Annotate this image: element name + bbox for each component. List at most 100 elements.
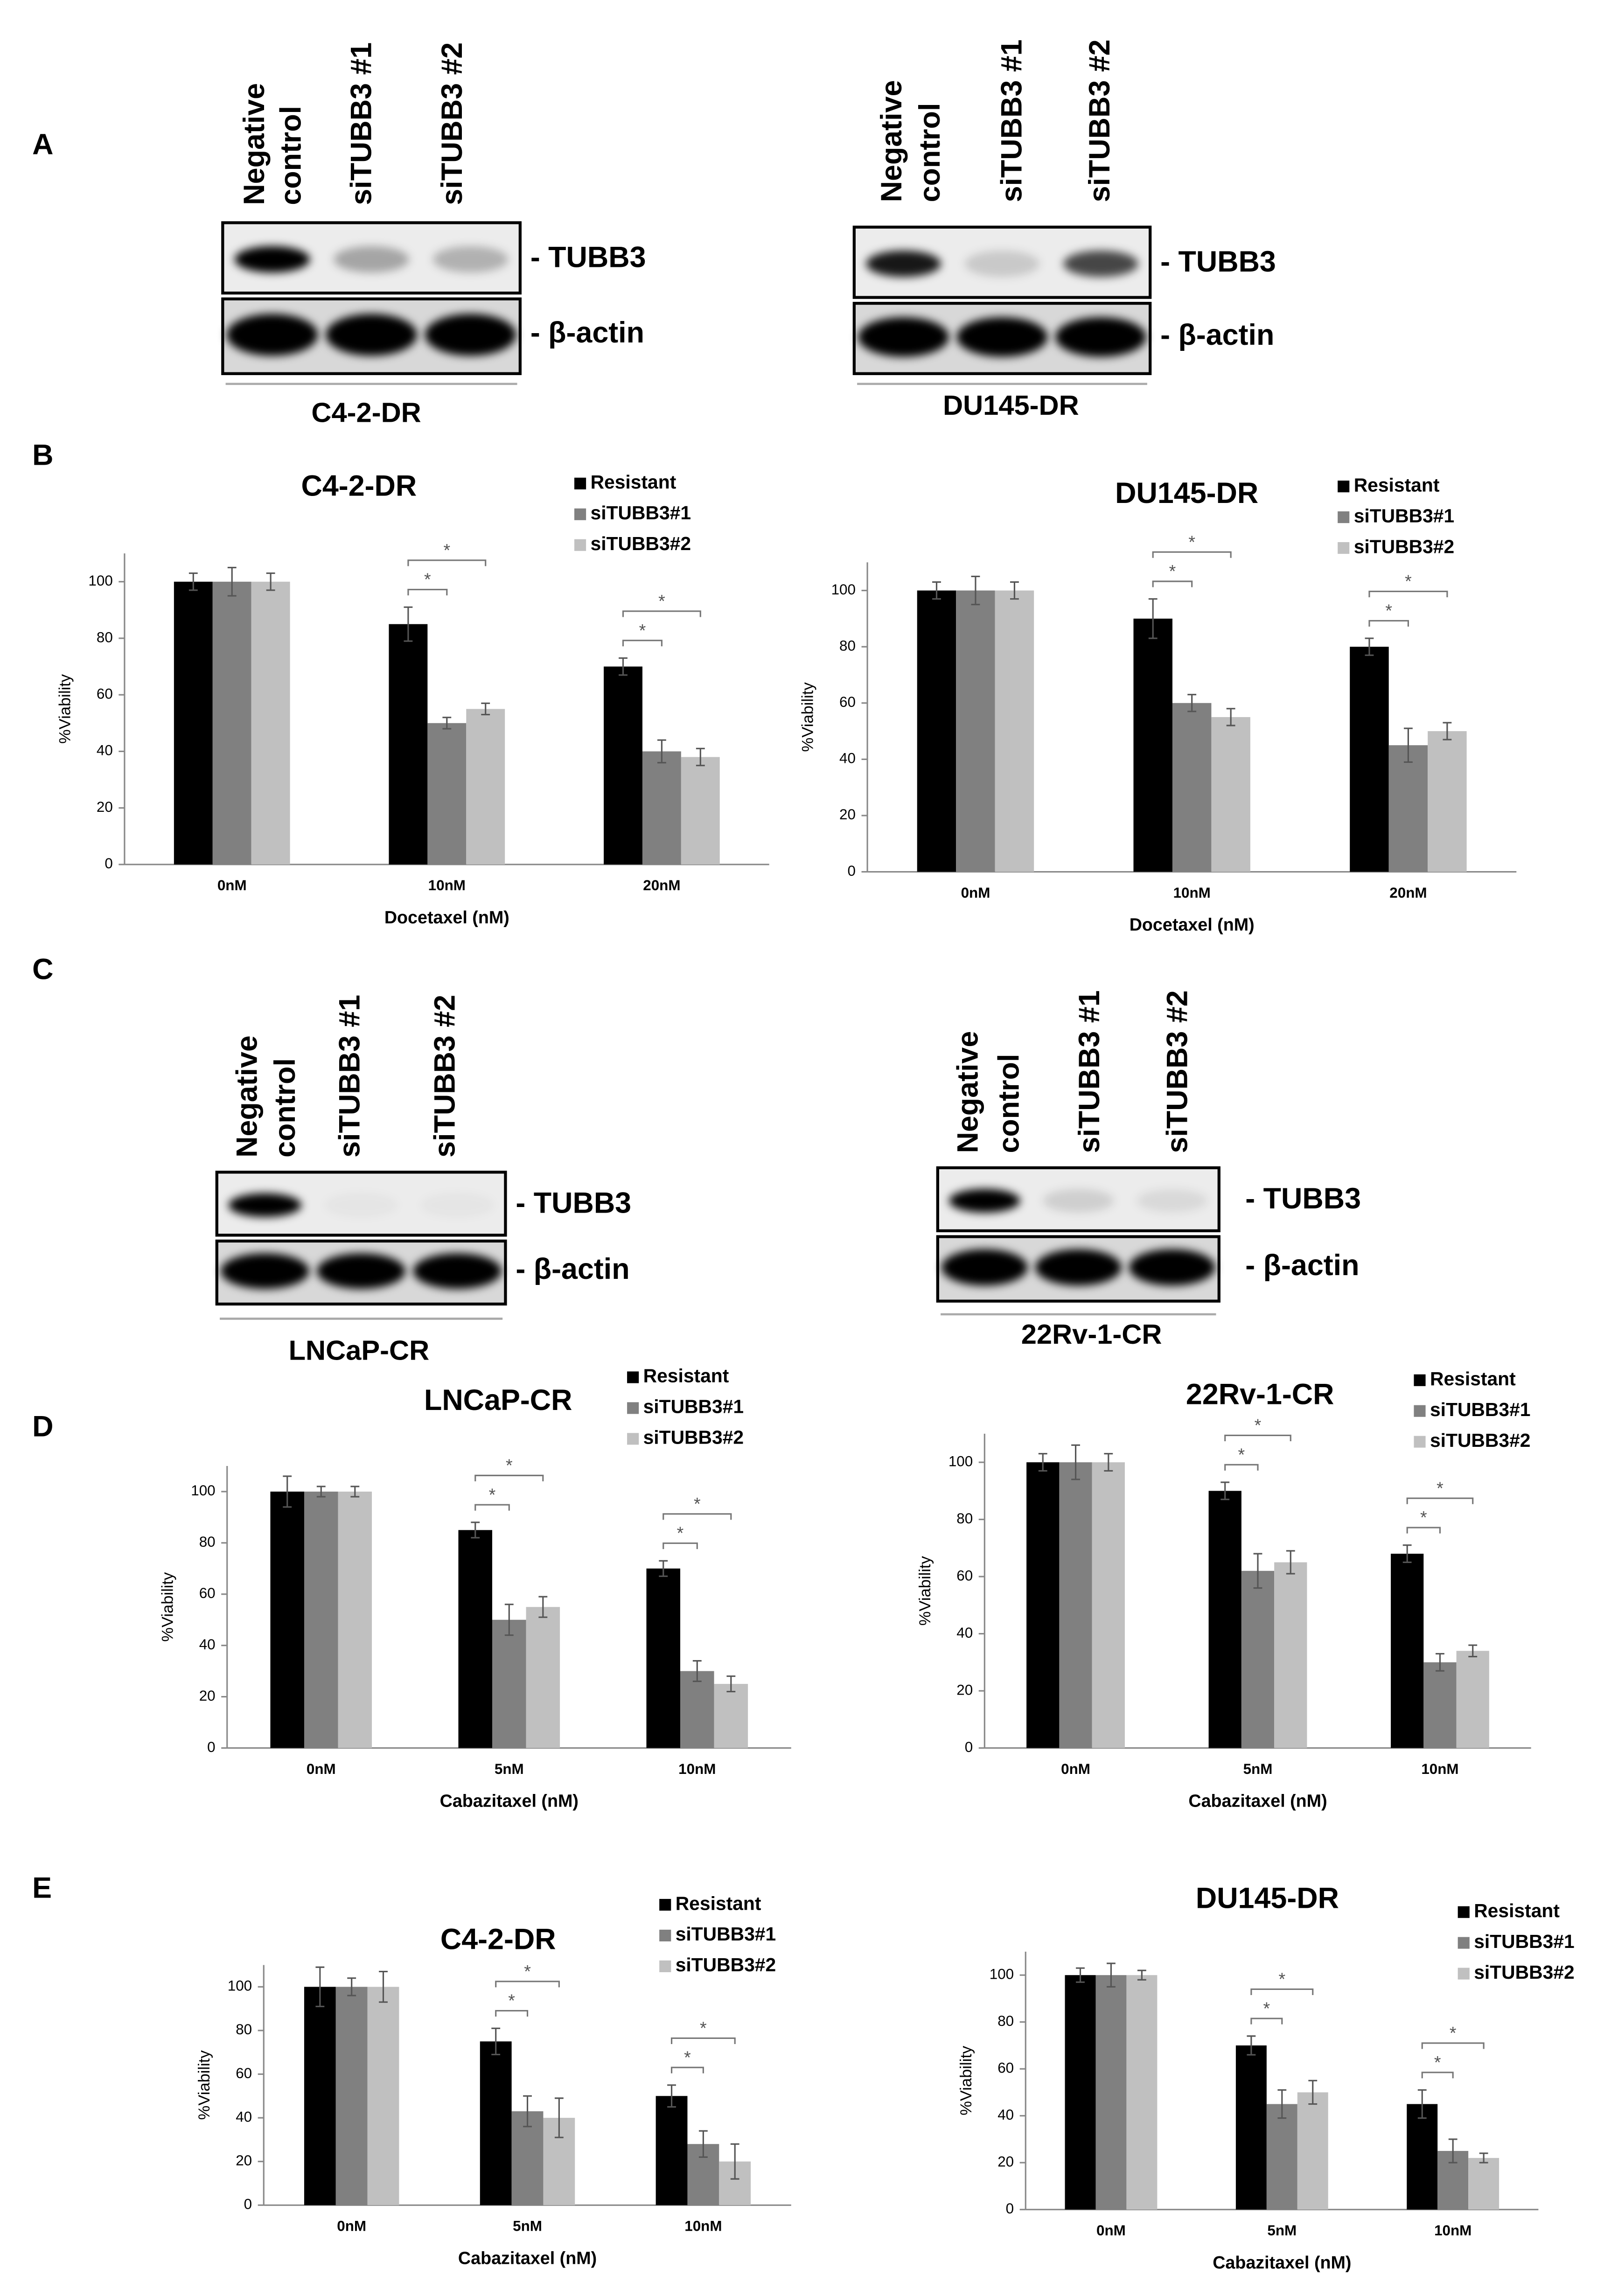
bar bbox=[1428, 731, 1467, 872]
blot-frame bbox=[221, 221, 522, 295]
bar bbox=[1172, 703, 1212, 872]
significance-label: * bbox=[1278, 1969, 1285, 1989]
chart-title: DU145-DR bbox=[1196, 1882, 1339, 1915]
error-bar bbox=[659, 1560, 668, 1577]
legend-label: siTUBB3#2 bbox=[643, 1427, 744, 1448]
bar bbox=[1211, 717, 1250, 872]
blot-frame bbox=[936, 1235, 1220, 1303]
y-tick-label: 60 bbox=[839, 694, 856, 710]
blot-frame bbox=[215, 1239, 507, 1306]
error-bar bbox=[523, 2095, 532, 2128]
blot-frame bbox=[221, 297, 522, 375]
error-bar bbox=[442, 717, 452, 730]
y-tick-label: 0 bbox=[965, 1739, 973, 1755]
y-tick-label: 40 bbox=[199, 1636, 216, 1653]
significance-label: * bbox=[1434, 2052, 1441, 2072]
error-bar bbox=[1187, 694, 1197, 712]
bar bbox=[604, 666, 642, 865]
legend-label: siTUBB3#1 bbox=[1430, 1399, 1530, 1420]
error-bar bbox=[1308, 2080, 1318, 2105]
error-bar bbox=[1402, 1544, 1412, 1563]
error-bar bbox=[692, 1660, 702, 1682]
error-bar bbox=[227, 566, 237, 597]
y-tick-label: 0 bbox=[207, 1739, 215, 1755]
bar bbox=[917, 590, 956, 872]
error-bar bbox=[1247, 2035, 1256, 2056]
bar bbox=[367, 1987, 399, 2205]
x-tick-label: 10nM bbox=[678, 1761, 716, 1777]
x-axis-label: Cabazitaxel (nM) bbox=[458, 2248, 597, 2268]
significance-bracket bbox=[407, 559, 487, 566]
y-tick-label: 40 bbox=[236, 2108, 252, 2125]
legend-label: Resistant bbox=[643, 1365, 729, 1387]
error-bar bbox=[1436, 1653, 1444, 1672]
significance-label: * bbox=[639, 621, 646, 640]
error-bar bbox=[1277, 2089, 1287, 2119]
lane-label: Negative bbox=[952, 1031, 984, 1153]
significance-label: * bbox=[1450, 2023, 1457, 2043]
significance-label: * bbox=[1169, 561, 1176, 581]
bar bbox=[1133, 618, 1172, 872]
legend-label: siTUBB3#2 bbox=[1430, 1430, 1530, 1451]
significance-bracket bbox=[1224, 1464, 1259, 1471]
significance-label: * bbox=[677, 1523, 684, 1543]
bar bbox=[1241, 1570, 1275, 1748]
band bbox=[1055, 317, 1146, 357]
error-bar bbox=[471, 1521, 480, 1539]
bar bbox=[389, 624, 428, 865]
band-label: - β-actin bbox=[1245, 1249, 1359, 1282]
error-bar bbox=[1417, 2089, 1427, 2119]
bar bbox=[656, 2096, 688, 2205]
y-tick-label: 60 bbox=[997, 2060, 1014, 2076]
cell-line-label: DU145-DR bbox=[943, 390, 1079, 421]
band bbox=[234, 246, 310, 273]
error-bar bbox=[266, 572, 275, 591]
x-axis-label: Cabazitaxel (nM) bbox=[440, 1791, 579, 1811]
error-bar bbox=[1479, 2152, 1488, 2163]
chart-title: DU145-DR bbox=[1115, 477, 1258, 509]
bar bbox=[466, 709, 505, 865]
bar bbox=[458, 1530, 493, 1748]
y-tick-label: 40 bbox=[839, 750, 856, 767]
bar bbox=[338, 1491, 372, 1748]
chart-title: 22Rv-1-CR bbox=[1186, 1378, 1334, 1410]
y-tick-label: 40 bbox=[997, 2107, 1014, 2123]
bar bbox=[995, 590, 1034, 872]
bar bbox=[251, 581, 290, 865]
error-bar bbox=[1365, 637, 1374, 656]
y-axis-label: %Viability bbox=[159, 1572, 176, 1642]
band bbox=[1042, 1189, 1114, 1213]
error-bar bbox=[667, 2084, 676, 2108]
bar bbox=[1350, 647, 1389, 872]
significance-label: * bbox=[1405, 572, 1412, 591]
y-tick-label: 20 bbox=[97, 799, 113, 815]
bar bbox=[642, 751, 681, 865]
bar bbox=[680, 1671, 714, 1748]
error-bar bbox=[1448, 2138, 1458, 2163]
y-tick-label: 60 bbox=[236, 2065, 252, 2081]
significance-bracket bbox=[622, 610, 701, 617]
error-bar bbox=[1038, 1453, 1047, 1472]
legend-swatch bbox=[659, 1960, 671, 1972]
legend-swatch bbox=[574, 508, 586, 520]
y-tick-label: 20 bbox=[199, 1688, 216, 1704]
significance-label: * bbox=[1263, 1998, 1270, 2018]
band bbox=[317, 1253, 405, 1289]
legend-swatch bbox=[627, 1402, 639, 1414]
panel-label: A bbox=[32, 128, 53, 161]
bar bbox=[1092, 1462, 1125, 1748]
error-bar bbox=[188, 572, 198, 591]
band bbox=[432, 246, 509, 273]
bar bbox=[1391, 1554, 1424, 1748]
bar bbox=[492, 1619, 526, 1748]
error-bar bbox=[1137, 1969, 1146, 1981]
x-tick-label: 5nM bbox=[1267, 2222, 1297, 2239]
lane-label: Negative bbox=[875, 80, 908, 202]
significance-bracket bbox=[1406, 1497, 1474, 1504]
legend-swatch bbox=[1458, 1906, 1470, 1918]
error-bar bbox=[657, 739, 666, 764]
y-tick-label: 60 bbox=[97, 685, 113, 702]
panel-label: B bbox=[32, 439, 53, 471]
